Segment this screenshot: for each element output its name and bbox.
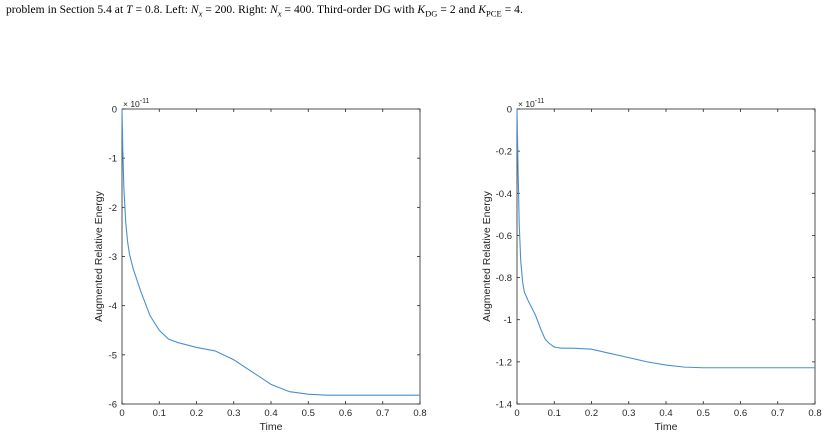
right-xtick-label: 0.2 [585,408,598,419]
right-xtick-label: 0.8 [808,408,821,419]
right-xtick-label: 0.3 [622,408,635,419]
left-plot-area [121,108,421,405]
right-exponent-label: × 10-11 [518,98,544,109]
left-series-line [121,108,420,396]
left-xtick-label: 0.3 [227,408,240,419]
caption-symbol-K: K [417,4,426,16]
left-xtick-label: 0.7 [376,408,389,419]
left-exponent-label: × 10-11 [123,98,149,109]
right-ytick-label: -0.6 [496,231,512,242]
right-xtick-label: 0.6 [734,408,747,419]
right-ytick-label: -0.8 [496,273,512,284]
caption-symbol-N: N [270,4,278,16]
caption-text: = 200. Right: [202,4,271,16]
left-ytick-label: -1 [109,154,117,165]
caption-text: = 0.8. Left: [132,4,191,16]
right-ytick-label: -0.4 [496,189,512,200]
right-ytick-label: -1.2 [496,357,512,368]
right-xtick-label: 0.5 [697,408,710,419]
caption-subscript-x: x [198,8,203,19]
right-ytick-label: -0.2 [496,147,512,158]
right-series-line [516,108,815,369]
right-ytick-label: 0 [507,105,512,116]
left-yaxis-label: Augmented Relative Energy [93,190,105,321]
right-plot-area [516,108,816,405]
left-ytick-label: -4 [109,301,117,312]
left-xtick-label: 0.8 [413,408,426,419]
caption-subscript-pce: PCE [486,8,502,19]
left-xtick-label: 0.1 [153,408,166,419]
caption-text: problem in Section 5.4 at [6,4,127,16]
left-ytick-label: -5 [109,350,117,361]
right-ytick-label: -1 [504,315,512,326]
caption-text: = 4. [501,4,523,16]
left-xtick-label: 0.5 [302,408,315,419]
right-xtick-label: 0.1 [548,408,561,419]
right-ytick-label: -1.4 [496,400,512,411]
left-ytick-label: -3 [109,252,117,263]
left-ytick-label: 0 [112,105,117,116]
left-xtick-label: 0.6 [339,408,352,419]
left-xtick-label: 0 [119,408,124,419]
left-xaxis-label: Time [260,421,283,433]
caption-subscript-dg: DG [425,8,438,19]
caption-symbol-K: K [478,4,487,16]
right-xtick-label: 0 [514,408,519,419]
left-ytick-label: -2 [109,203,117,214]
left-xtick-label: 0.4 [264,408,277,419]
left-xtick-label: 0.2 [190,408,203,419]
caption-symbol-T: T [126,4,133,16]
figure-caption: problem in Section 5.4 at T = 0.8. Left:… [6,4,822,18]
caption-text: = 400. Third-order DG with [281,4,418,16]
left-ytick-label: -6 [109,400,117,411]
right-xtick-label: 0.4 [659,408,672,419]
caption-text: = 2 and [437,4,479,16]
right-yaxis-label: Augmented Relative Energy [481,190,493,321]
caption-subscript-x: x [277,8,282,19]
right-xtick-label: 0.7 [771,408,784,419]
right-xaxis-label: Time [655,421,678,433]
caption-symbol-N: N [190,4,199,16]
